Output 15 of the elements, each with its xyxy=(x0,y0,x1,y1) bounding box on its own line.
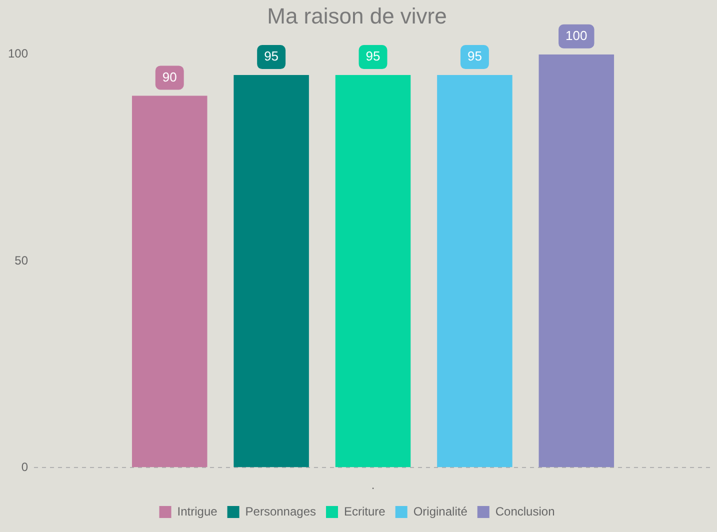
legend-label: Ecriture xyxy=(344,504,386,518)
data-label: 95 xyxy=(366,48,380,64)
data-label: 100 xyxy=(566,28,588,43)
legend-label: Intrigue xyxy=(177,504,218,518)
y-tick-label: 0 xyxy=(21,460,28,474)
legend-label: Conclusion xyxy=(495,504,555,518)
y-tick-label: 100 xyxy=(8,46,28,61)
data-label: 90 xyxy=(162,69,177,84)
chart-title: Ma raison de vivre xyxy=(267,3,447,28)
legend-label: Personnages xyxy=(245,504,316,518)
y-tick-label: 50 xyxy=(14,253,28,268)
data-label: 95 xyxy=(467,48,482,64)
data-label: 95 xyxy=(264,48,279,64)
legend-label: Originalité xyxy=(413,504,468,518)
x-tick-label: . xyxy=(371,478,375,492)
